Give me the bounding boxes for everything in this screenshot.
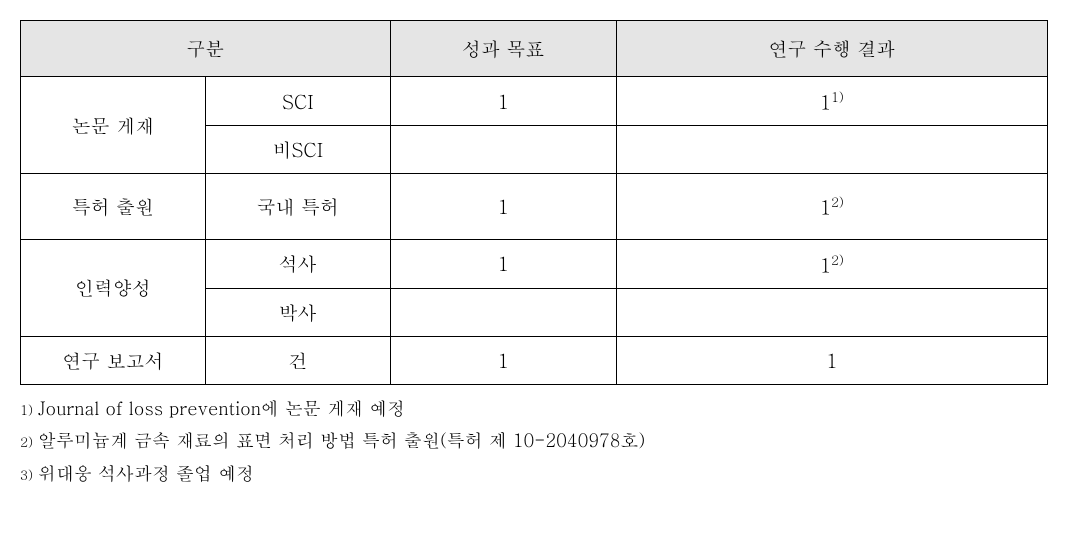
footnote-item: 2)알루미늄계 금속 재료의 표면 처리 방법 특허 출원(특허 제 10-20…	[20, 425, 1048, 457]
table-row: 연구 보고서건11	[21, 336, 1048, 384]
footnote-item: 1)Journal of loss prevention에 논문 게재 예정	[20, 393, 1048, 425]
cell-result	[616, 126, 1047, 174]
cell-result: 12)	[616, 239, 1047, 288]
cell-category-main: 특허 출원	[21, 174, 206, 239]
table-row: 인력양성석사112)	[21, 239, 1048, 288]
footnote-marker: 2)	[20, 430, 34, 454]
footnote-item: 3)위대웅 석사과정 졸업 예정	[20, 458, 1048, 490]
cell-category-sub: 박사	[205, 288, 390, 336]
cell-category-sub: 국내 특허	[205, 174, 390, 239]
superscript-marker: 1)	[831, 87, 844, 106]
header-category: 구분	[21, 21, 391, 77]
footnote-text: Journal of loss prevention에 논문 게재 예정	[38, 393, 405, 425]
cell-category-main: 인력양성	[21, 239, 206, 336]
performance-table: 구분 성과 목표 연구 수행 결과 논문 게재SCI111)비SCI특허 출원국…	[20, 20, 1048, 385]
cell-result: 12)	[616, 174, 1047, 239]
footnote-text: 위대웅 석사과정 졸업 예정	[38, 458, 254, 490]
footnote-marker: 3)	[20, 463, 34, 487]
cell-category-sub: 석사	[205, 239, 390, 288]
cell-category-sub: SCI	[205, 77, 390, 126]
superscript-marker: 2)	[831, 192, 844, 211]
cell-goal: 1	[390, 77, 616, 126]
cell-result	[616, 288, 1047, 336]
cell-category-main: 논문 게재	[21, 77, 206, 174]
cell-result: 1	[616, 336, 1047, 384]
table-row: 논문 게재SCI111)	[21, 77, 1048, 126]
table-header-row: 구분 성과 목표 연구 수행 결과	[21, 21, 1048, 77]
document-container: 구분 성과 목표 연구 수행 결과 논문 게재SCI111)비SCI특허 출원국…	[20, 20, 1048, 490]
header-result: 연구 수행 결과	[616, 21, 1047, 77]
superscript-marker: 2)	[831, 250, 844, 269]
cell-result: 11)	[616, 77, 1047, 126]
header-goal: 성과 목표	[390, 21, 616, 77]
cell-category-sub: 건	[205, 336, 390, 384]
cell-category-main: 연구 보고서	[21, 336, 206, 384]
footnote-marker: 1)	[20, 398, 34, 422]
cell-goal	[390, 288, 616, 336]
cell-goal: 1	[390, 239, 616, 288]
footnote-text: 알루미늄계 금속 재료의 표면 처리 방법 특허 출원(특허 제 10-2040…	[38, 425, 645, 457]
cell-category-sub: 비SCI	[205, 126, 390, 174]
footnotes-section: 1)Journal of loss prevention에 논문 게재 예정2)…	[20, 393, 1048, 490]
cell-goal: 1	[390, 174, 616, 239]
cell-goal	[390, 126, 616, 174]
cell-goal: 1	[390, 336, 616, 384]
table-row: 특허 출원국내 특허112)	[21, 174, 1048, 239]
